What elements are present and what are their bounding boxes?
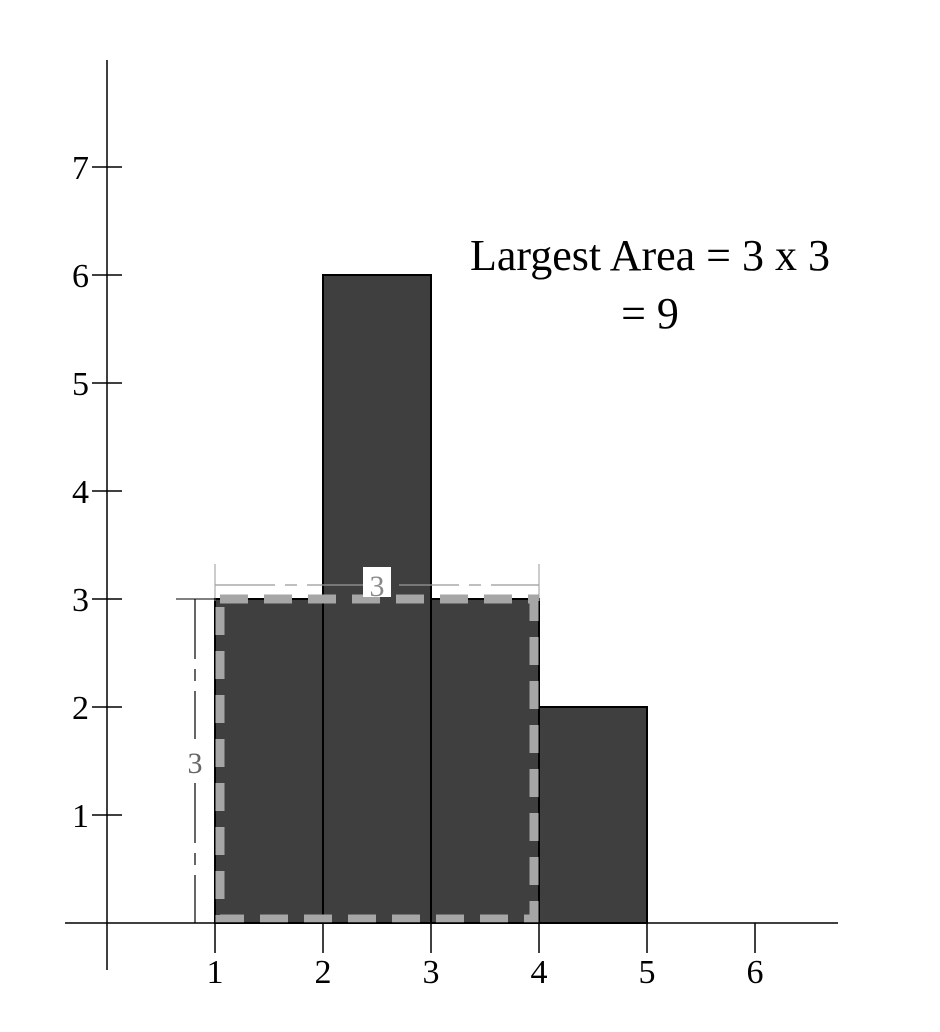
annotation-line-1: Largest Area = 3 x 3 <box>470 231 830 280</box>
x-tick-label: 6 <box>747 954 764 991</box>
y-tick-label: 2 <box>72 690 89 727</box>
height-dim-label-bg <box>179 739 211 779</box>
width-dim-label-bg <box>363 567 391 597</box>
width-dim-label: 3 <box>370 570 385 603</box>
highlight-layer <box>215 594 539 924</box>
x-tick-label: 4 <box>531 954 548 991</box>
y-tick-label: 6 <box>72 258 89 295</box>
largest-area-highlight <box>215 594 539 924</box>
x-tick-label: 1 <box>207 954 224 991</box>
x-tick-label: 3 <box>423 954 440 991</box>
x-tick-label: 2 <box>315 954 332 991</box>
y-tick-label: 7 <box>72 150 89 187</box>
annotation-line-2: = 9 <box>621 289 679 338</box>
axes-layer: 1 2 3 4 5 6 1 2 3 4 5 6 7 <box>65 60 838 991</box>
histogram-bar <box>430 598 540 924</box>
y-tick-label: 4 <box>72 474 89 511</box>
y-tick-label: 5 <box>72 366 89 403</box>
y-tick-label: 3 <box>72 582 89 619</box>
dimensions-layer: 33 <box>176 564 540 923</box>
histogram-bar <box>214 598 324 924</box>
y-tick-label: 1 <box>72 798 89 835</box>
histogram-bar <box>538 706 648 924</box>
height-dim-label: 3 <box>188 747 203 780</box>
x-tick-label: 5 <box>639 954 656 991</box>
